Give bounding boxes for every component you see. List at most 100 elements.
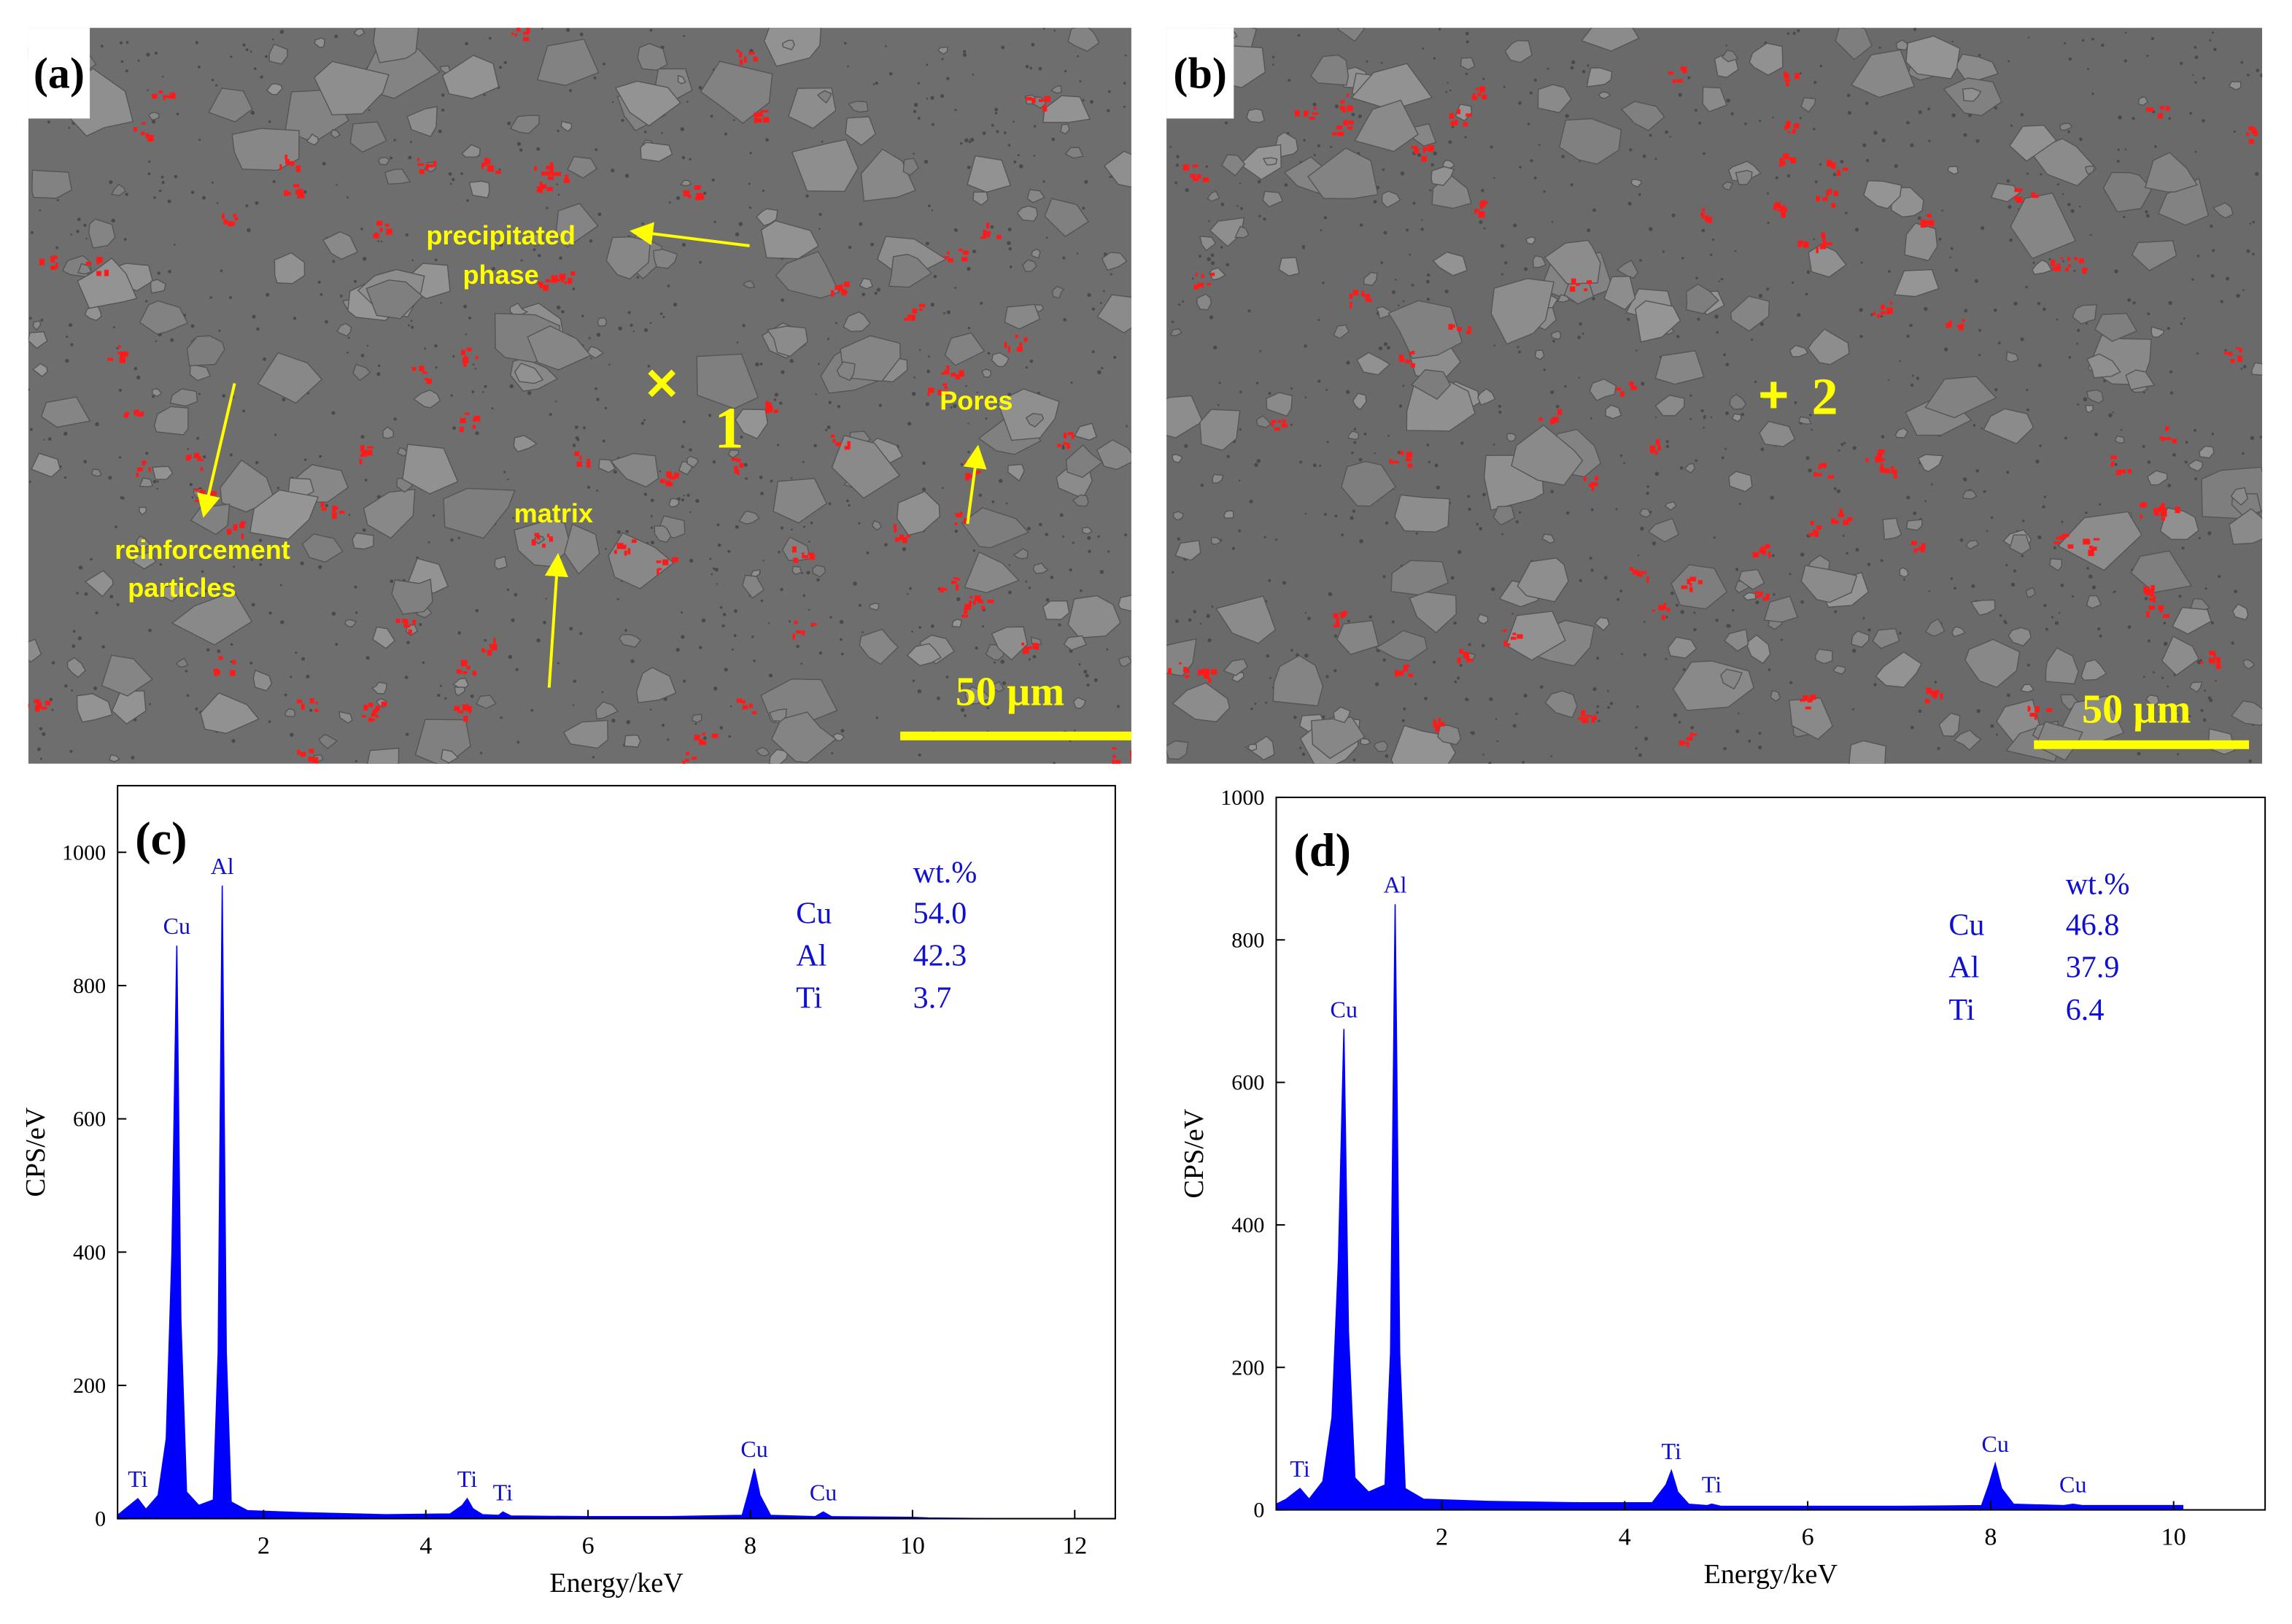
pore	[471, 390, 475, 394]
red-phase	[120, 353, 124, 358]
pore	[2210, 224, 2213, 228]
pore	[572, 287, 576, 290]
pore	[1623, 462, 1626, 465]
pore	[545, 598, 547, 600]
red-phase	[1813, 472, 1817, 477]
table-cell: 3.7	[913, 981, 952, 1016]
pore	[1417, 152, 1422, 157]
pore	[1724, 447, 1727, 450]
pore	[507, 121, 511, 125]
pore	[2250, 436, 2255, 441]
red-phase	[1478, 211, 1485, 218]
red-phase	[96, 271, 101, 277]
pore	[450, 394, 453, 397]
red-phase	[1654, 451, 1658, 455]
red-phase	[1414, 147, 1419, 154]
pore	[2240, 367, 2243, 370]
pore	[1380, 61, 1383, 64]
red-phase	[540, 184, 547, 189]
pore	[1284, 183, 1288, 187]
pore	[1865, 101, 1869, 105]
pore	[2042, 505, 2045, 509]
pore	[712, 567, 716, 571]
red-phase	[2165, 426, 2169, 430]
pore	[482, 391, 484, 393]
pore	[1238, 529, 1242, 533]
red-phase	[433, 161, 437, 166]
pore	[1654, 471, 1660, 476]
red-phase	[1910, 541, 1917, 546]
pore	[586, 485, 591, 489]
pore	[390, 579, 394, 584]
pore	[2146, 54, 2149, 57]
particle	[1894, 428, 1909, 438]
pore	[70, 343, 74, 347]
pore	[1420, 228, 1424, 231]
pore	[1239, 428, 1242, 431]
red-phase	[951, 580, 957, 584]
red-phase	[702, 741, 707, 745]
particle	[139, 477, 154, 487]
pore	[255, 201, 259, 205]
red-phase	[2111, 461, 2115, 465]
pore	[1177, 303, 1181, 306]
pore	[1254, 703, 1257, 705]
particle	[32, 363, 48, 377]
red-phase	[2161, 507, 2167, 514]
particle	[2085, 165, 2095, 175]
pore	[2123, 59, 2128, 63]
pore	[1809, 414, 1812, 417]
red-phase	[1409, 351, 1413, 355]
red-phase	[762, 109, 769, 113]
pore	[1710, 416, 1713, 419]
red-phase	[2046, 708, 2053, 713]
pore	[1565, 114, 1569, 118]
red-phase	[367, 446, 373, 449]
pore	[1596, 711, 1599, 714]
pore	[2196, 660, 2202, 665]
red-phase	[331, 512, 337, 519]
pore	[427, 541, 430, 544]
pore	[1579, 579, 1582, 582]
red-phase	[233, 524, 238, 531]
pore	[2120, 429, 2123, 431]
red-phase	[832, 438, 836, 443]
red-phase	[547, 171, 550, 176]
pore	[196, 436, 200, 440]
red-phase	[315, 757, 319, 764]
particle	[812, 565, 826, 578]
particle	[1505, 611, 1566, 661]
pore	[448, 172, 452, 176]
particle	[1586, 67, 1613, 88]
pore	[611, 719, 616, 723]
pore	[1689, 394, 1692, 397]
pore	[1085, 673, 1089, 678]
red-phase	[2161, 437, 2165, 441]
pore	[572, 444, 576, 447]
pore	[56, 198, 59, 201]
pore	[1615, 508, 1618, 511]
red-phase	[954, 522, 958, 525]
pore	[1639, 259, 1642, 262]
pore	[1091, 350, 1095, 354]
pore	[1028, 587, 1031, 589]
pore	[1097, 535, 1100, 538]
arrows	[197, 222, 987, 688]
pore	[816, 578, 820, 582]
pore	[2142, 445, 2145, 449]
particle	[1635, 300, 1681, 343]
pore	[155, 340, 158, 342]
pore	[1099, 570, 1104, 574]
pore	[250, 110, 255, 115]
pore	[1797, 29, 1800, 33]
red-phase	[1039, 98, 1044, 102]
red-phase	[300, 751, 306, 757]
red-phase	[563, 178, 570, 183]
pore	[1350, 516, 1354, 520]
red-phase	[408, 629, 412, 635]
pore	[549, 413, 552, 417]
pore	[1353, 441, 1357, 444]
pore	[303, 458, 307, 461]
pore	[1579, 160, 1581, 163]
particle	[2086, 353, 2121, 379]
